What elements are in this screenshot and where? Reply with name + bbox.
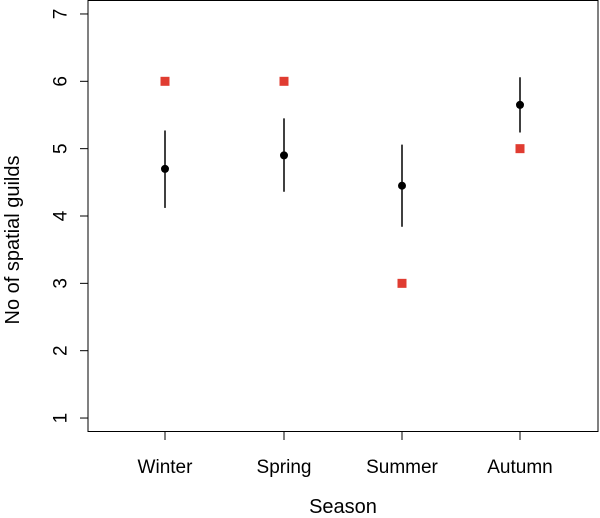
y-tick-label: 2	[51, 345, 72, 356]
y-tick-label: 3	[51, 278, 72, 289]
mean-point	[161, 164, 169, 173]
mean-point	[280, 151, 288, 160]
y-axis: 1 2 3 4 5 6 7	[51, 9, 88, 424]
observed-point	[279, 76, 289, 86]
x-tick-label: Winter	[138, 457, 194, 478]
y-tick-label: 7	[51, 9, 72, 20]
x-tick-label: Spring	[257, 457, 312, 478]
y-tick-label: 6	[51, 76, 72, 87]
data-marks	[160, 76, 525, 288]
y-tick-label: 4	[51, 210, 72, 221]
x-tick-label: Summer	[366, 457, 438, 478]
x-axis: Winter Spring Summer Autumn	[138, 431, 553, 478]
y-tick-label: 1	[51, 413, 72, 424]
x-axis-title: Season	[309, 496, 377, 518]
y-axis-title: No of spatial guilds	[2, 156, 24, 325]
y-tick-label: 5	[51, 143, 72, 154]
plot-frame	[87, 0, 599, 432]
x-tick-label: Autumn	[487, 457, 552, 478]
observed-point	[160, 76, 170, 86]
observed-point	[515, 144, 525, 154]
mean-point	[516, 100, 524, 109]
observed-point	[397, 278, 407, 288]
mean-point	[398, 181, 406, 190]
